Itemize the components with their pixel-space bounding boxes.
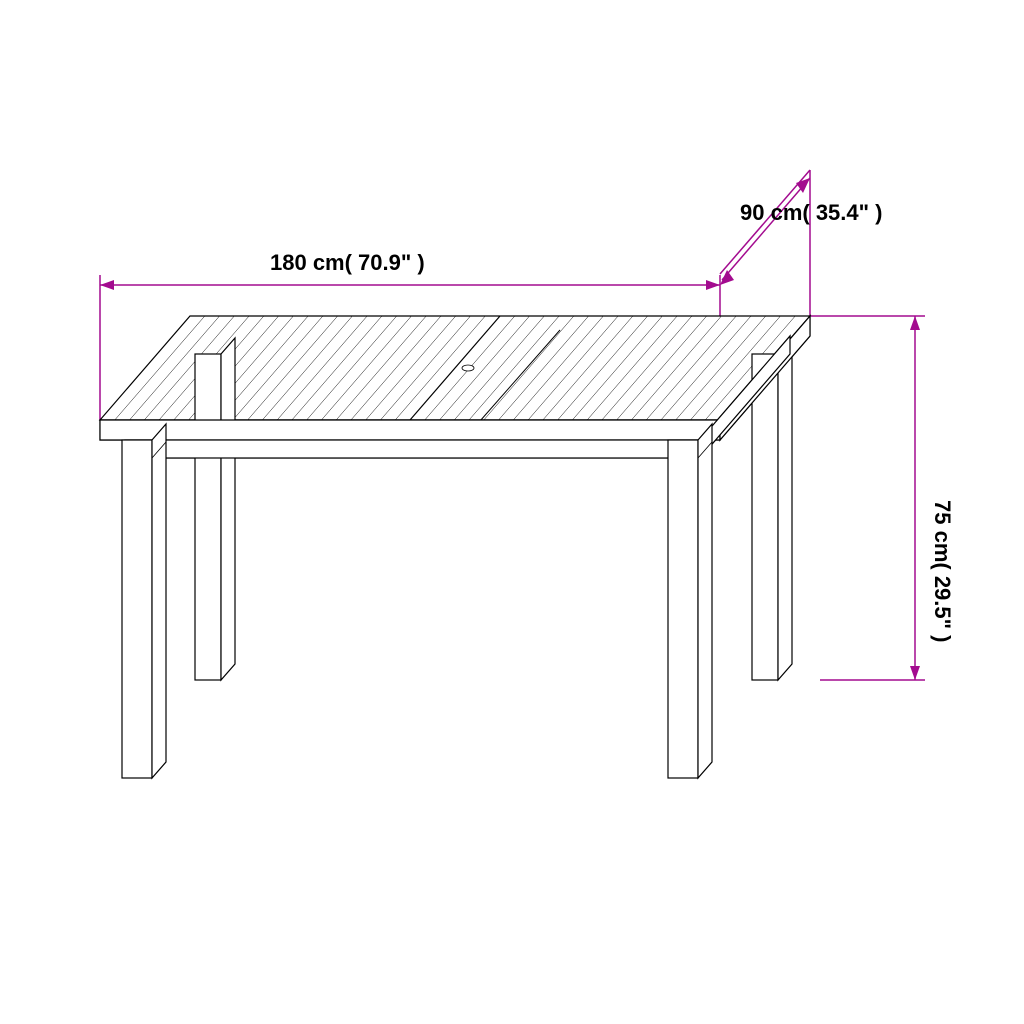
depth-label: 90 cm( 35.4" ) xyxy=(740,200,883,225)
table-outline xyxy=(100,316,810,778)
dimension-diagram: 180 cm( 70.9" ) 90 cm( 35.4" ) 75 cm( 29… xyxy=(0,0,1024,1024)
front-right-leg xyxy=(668,424,712,778)
height-label: 75 cm( 29.5" ) xyxy=(930,500,955,643)
front-left-leg xyxy=(122,424,166,778)
back-left-leg xyxy=(195,338,235,680)
width-label: 180 cm( 70.9" ) xyxy=(270,250,425,275)
